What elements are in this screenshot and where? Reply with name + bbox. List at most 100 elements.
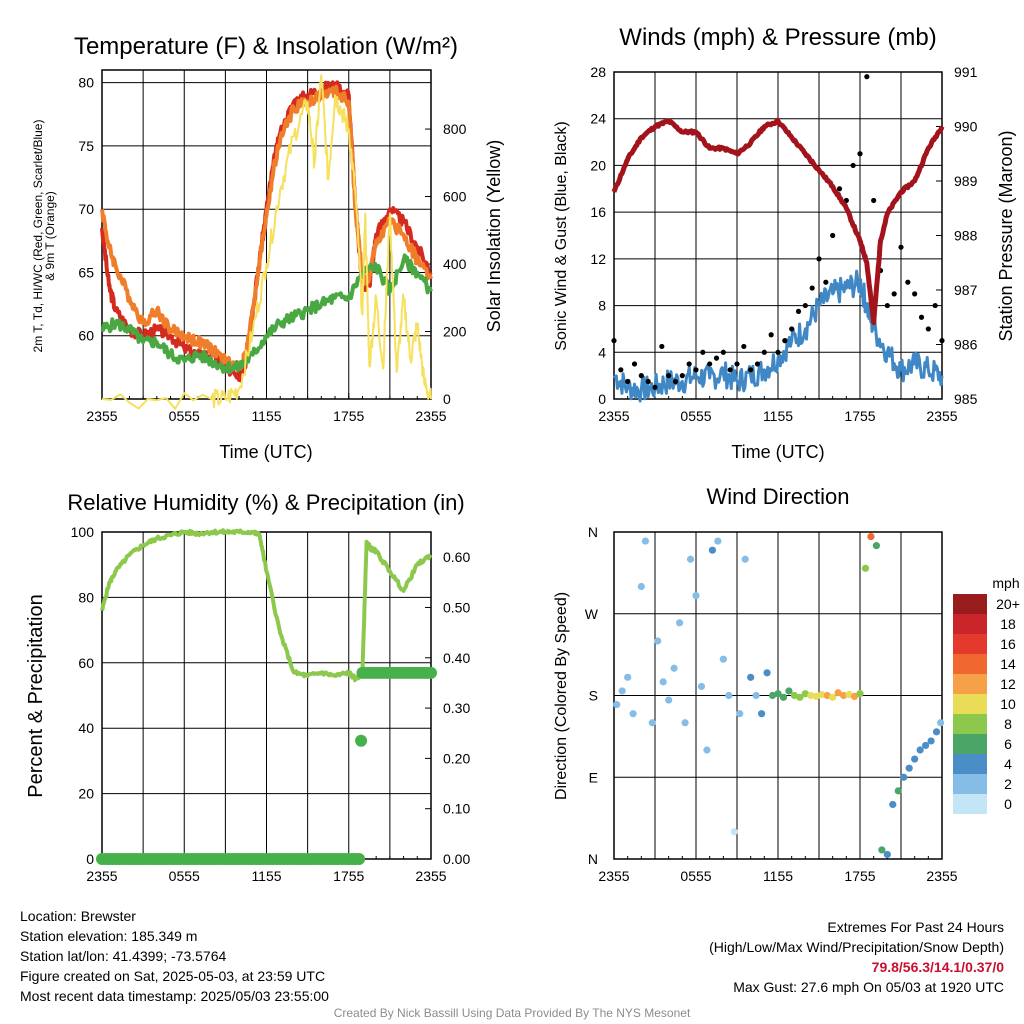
gust-point: [720, 349, 726, 355]
direction-point: [714, 537, 722, 545]
y-tick-label: 0: [598, 391, 606, 407]
extremes-info: Extremes For Past 24 Hours (High/Low/Max…: [709, 917, 1004, 997]
y-tick-label: 8: [598, 298, 606, 314]
chart-title: Wind Direction: [706, 484, 849, 509]
gust-point: [789, 326, 795, 332]
station-info: Location: Brewster Station elevation: 18…: [20, 906, 329, 1006]
legend-label: 0: [1004, 796, 1012, 812]
direction-point: [741, 555, 749, 563]
gust-point: [932, 302, 938, 309]
gust-point: [645, 378, 651, 385]
gust-point: [734, 361, 740, 367]
y-tick-label: 75: [78, 138, 94, 154]
direction-point: [889, 800, 897, 809]
gust-point: [912, 291, 918, 297]
gust-point: [775, 349, 781, 355]
y2-axis-label: Station Pressure (Maroon): [996, 130, 1016, 341]
y-tick-label: 100: [71, 524, 95, 540]
direction-point: [624, 673, 632, 681]
direction-point: [768, 691, 777, 700]
y-tick-label: 80: [78, 589, 94, 605]
legend-swatch: [953, 674, 987, 694]
direction-point: [648, 719, 656, 727]
y-tick-label: W: [585, 606, 599, 622]
y-tick-label: E: [589, 769, 598, 785]
y2-tick-label: 600: [443, 189, 467, 205]
y2-tick-label: 987: [954, 282, 978, 298]
y-tick-label: 12: [590, 251, 606, 267]
x-tick-label: 2355: [926, 408, 957, 424]
gust-point: [666, 373, 672, 379]
direction-point: [840, 691, 848, 700]
direction-point: [900, 773, 908, 781]
x-tick-label: 1755: [333, 408, 364, 424]
gust-point: [939, 338, 945, 344]
direction-point: [894, 787, 902, 795]
legend-title: mph: [992, 575, 1019, 591]
direction-point: [725, 691, 733, 700]
legend-label: 18: [1000, 616, 1016, 632]
x-tick-label: 2355: [86, 408, 117, 424]
x-axis-label: Time (UTC): [731, 442, 824, 462]
legend-label: 10: [1000, 696, 1016, 712]
y2-tick-label: 800: [443, 121, 467, 137]
direction-point: [629, 710, 637, 718]
gust-point: [611, 338, 617, 344]
direction-point: [850, 692, 859, 701]
y-tick-label: 65: [78, 264, 94, 280]
y-tick-label: 20: [590, 157, 606, 173]
legend-swatch: [953, 774, 987, 794]
x-tick-label: 2355: [926, 868, 957, 884]
legend-label: 2: [1004, 776, 1012, 792]
y-axis-label: Sonic Wind & Gust (Blue, Black): [553, 121, 570, 350]
y-tick-label: 20: [78, 786, 94, 802]
direction-point: [856, 690, 864, 698]
y-tick-label: 16: [590, 204, 606, 220]
gust-point: [707, 361, 713, 367]
pressure-line: [611, 117, 945, 326]
direction-point: [807, 691, 815, 700]
y2-tick-label: 0.40: [443, 650, 470, 666]
y-tick-label: 28: [590, 64, 606, 80]
direction-point: [823, 691, 831, 700]
y2-tick-label: 0.30: [443, 700, 470, 716]
legend-label: 20+: [996, 596, 1020, 612]
humidity-precip-panel: Relative Humidity (%) & Precipitation (i…: [25, 490, 470, 884]
y2-tick-label: 200: [443, 324, 467, 340]
y-tick-label: 40: [78, 720, 94, 736]
gust-point: [884, 302, 890, 309]
y-axis-label: 2m T, Td, HI/WC (Red, Green, Scarlet/Blu…: [31, 120, 45, 353]
legend-swatch: [953, 754, 987, 774]
direction-point: [719, 655, 727, 663]
direction-point: [686, 555, 695, 563]
y2-tick-label: 0.10: [443, 801, 470, 817]
direction-point: [861, 564, 870, 572]
y-tick-label: 4: [598, 344, 606, 360]
x-tick-label: 0555: [680, 408, 711, 424]
direction-point: [703, 746, 711, 754]
gust-point: [652, 384, 658, 390]
y2-tick-label: 990: [954, 119, 978, 135]
series-line-3: [101, 74, 432, 410]
direction-point: [872, 542, 881, 550]
x-tick-label: 1155: [251, 868, 281, 884]
gust-point: [625, 378, 631, 385]
direction-point: [654, 637, 662, 645]
x-tick-label: 2355: [598, 408, 629, 424]
legend-swatch: [953, 654, 987, 674]
precip-point: [425, 666, 437, 679]
direction-point: [911, 755, 919, 763]
direction-point: [878, 846, 886, 854]
direction-point: [692, 591, 700, 600]
x-tick-label: 2355: [598, 868, 629, 884]
direction-point: [676, 619, 684, 627]
direction-point: [812, 692, 820, 701]
y2-tick-label: 988: [954, 228, 978, 244]
max-gust-text: Max Gust: 27.6 mph On 05/03 at 1920 UTC: [733, 979, 1004, 995]
extremes-values: 79.8/56.3/14.1/0.37/0: [871, 959, 1004, 975]
created-text: Figure created on Sat, 2025-05-03, at 23…: [20, 968, 326, 984]
direction-point: [785, 687, 793, 695]
legend-label: 4: [1004, 756, 1012, 772]
direction-point: [774, 690, 782, 698]
gust-point: [679, 373, 685, 379]
